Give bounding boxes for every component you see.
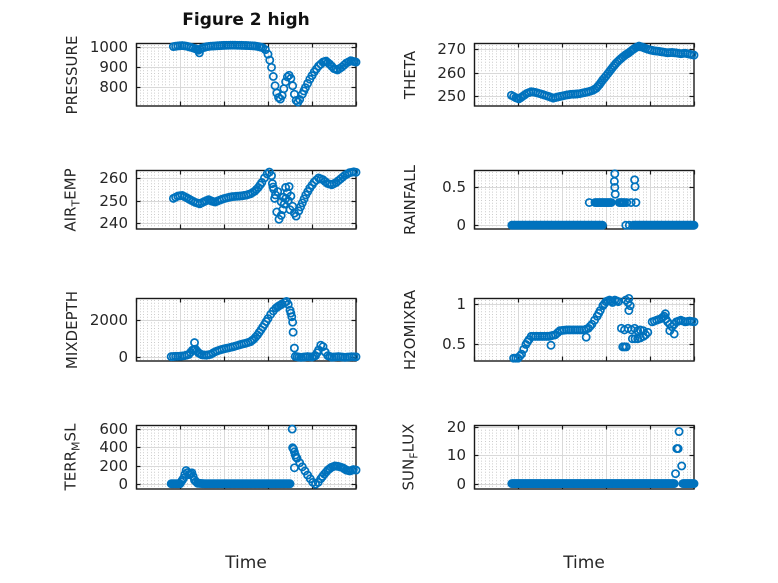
ytick-label-h2omixra: 1 xyxy=(456,295,466,314)
ytick-label-pressure: 900 xyxy=(99,58,128,77)
ytick-label-terr-msl: 200 xyxy=(99,456,128,475)
plot-area-h2omixra xyxy=(466,290,702,369)
ytick-label-air-temp: 250 xyxy=(99,191,128,210)
plot-area-mixdepth xyxy=(128,290,364,369)
y-axis-label-mixdepth: MIXDEPTH xyxy=(63,290,81,369)
ytick-label-rainfall: 0 xyxy=(456,216,466,235)
plot-area-air-temp xyxy=(128,162,364,237)
ytick-label-theta: 270 xyxy=(437,39,466,58)
ytick-label-air-temp: 260 xyxy=(99,168,128,187)
y-axis-label-h2omixra: H2OMIXRA xyxy=(401,289,419,370)
plot-area-rainfall xyxy=(466,162,702,237)
y-axis-label-air-temp: AIRTEMP xyxy=(61,167,83,232)
plot-area-sun-flux xyxy=(466,417,702,497)
y-axis-label-pressure: PRESSURE xyxy=(63,35,81,114)
plot-area-theta xyxy=(466,35,702,114)
ytick-label-air-temp: 240 xyxy=(99,214,128,233)
y-axis-label-sun-flux: SUNFLUX xyxy=(399,423,421,491)
ytick-label-theta: 250 xyxy=(437,87,466,106)
plot-area-pressure xyxy=(128,35,364,114)
y-axis-label-terr-msl: TERRMSL xyxy=(61,423,83,491)
ytick-label-sun-flux: 20 xyxy=(446,417,466,436)
y-axis-label-rainfall: RAINFALL xyxy=(401,164,419,235)
figure-title: Figure 2 high xyxy=(182,10,310,30)
ytick-label-terr-msl: 400 xyxy=(99,438,128,457)
ytick-label-sun-flux: 10 xyxy=(446,446,466,465)
ytick-label-mixdepth: 0 xyxy=(118,347,128,366)
ytick-label-mixdepth: 2000 xyxy=(89,311,128,330)
ytick-label-sun-flux: 0 xyxy=(456,474,466,493)
ytick-label-rainfall: 0.5 xyxy=(442,178,466,197)
ytick-label-pressure: 800 xyxy=(99,77,128,96)
plot-area-terr-msl xyxy=(128,417,364,497)
x-axis-label: Time xyxy=(563,553,605,573)
ytick-label-pressure: 1000 xyxy=(89,38,128,57)
ytick-label-theta: 260 xyxy=(437,63,466,82)
ytick-label-h2omixra: 0.5 xyxy=(442,335,466,354)
y-axis-label-theta: THETA xyxy=(401,50,419,99)
ytick-label-terr-msl: 0 xyxy=(118,474,128,493)
ytick-label-terr-msl: 600 xyxy=(99,420,128,439)
x-axis-label: Time xyxy=(225,553,267,573)
